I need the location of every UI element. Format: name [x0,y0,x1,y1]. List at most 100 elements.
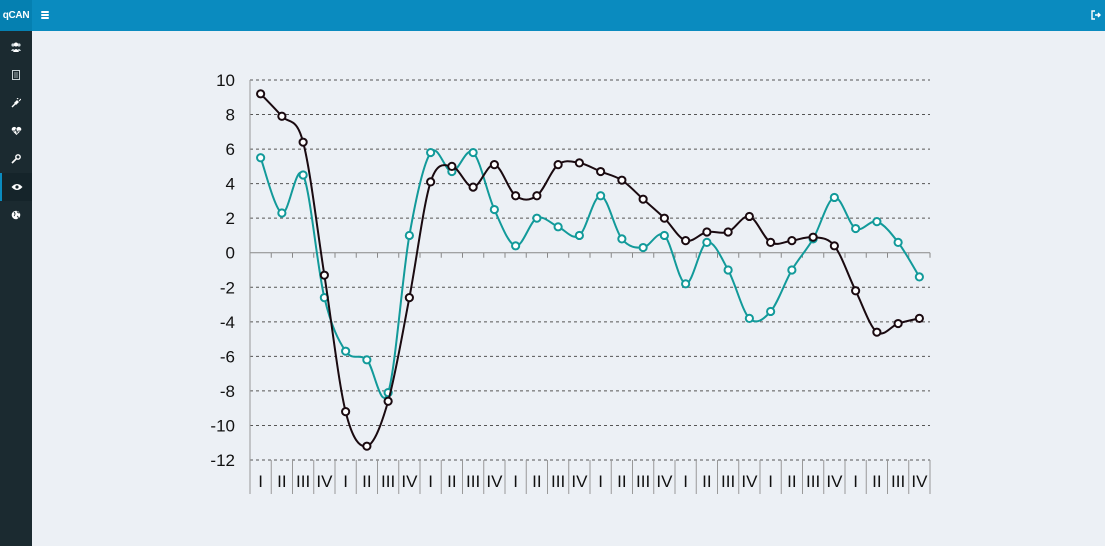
globe-icon [11,210,21,220]
data-point-0 [617,175,627,185]
x-tick-label: I [343,472,348,491]
document-icon [12,70,20,80]
app-logo[interactable]: qCAN [0,0,32,31]
sidebar-item-eye[interactable] [0,173,32,201]
data-point-0 [659,213,669,223]
data-point-1 [341,346,351,356]
y-tick-label: -12 [210,451,235,470]
y-tick-label: 6 [226,140,235,159]
x-tick-label: I [683,472,688,491]
data-point-1 [851,223,861,234]
top-navbar: qCAN [0,0,1105,31]
x-tick-label: I [598,472,603,491]
data-point-0 [426,177,436,187]
data-point-0 [404,293,414,303]
data-point-0 [362,441,372,451]
data-point-0 [468,182,478,192]
plug-icon [11,98,21,108]
data-point-1 [638,242,648,253]
data-point-0 [893,318,903,329]
data-point-0 [532,191,542,201]
x-tick-label: II [277,472,286,491]
data-point-0 [723,227,733,237]
data-point-0 [489,160,499,170]
sidebar-item-document[interactable] [0,61,32,89]
data-point-0 [341,407,351,417]
series-line-1 [259,149,921,399]
x-tick-label: I [513,472,518,491]
data-point-0 [447,161,457,171]
x-tick-label: IV [656,472,673,491]
sidebar-item-heartbeat[interactable] [0,117,32,145]
x-tick-label: II [872,472,881,491]
sidebar-item-plug[interactable] [0,89,32,117]
hamburger-icon[interactable] [39,9,53,21]
sidebar-item-users[interactable] [0,33,32,61]
data-point-1 [872,217,882,227]
x-tick-label: III [891,472,905,491]
sidebar-item-wrench[interactable] [0,145,32,173]
x-tick-label: IV [741,472,758,491]
x-tick-label: IV [401,472,418,491]
data-point-1 [787,265,797,275]
x-tick-label: II [447,472,456,491]
x-tick-label: II [532,472,541,491]
y-tick-label: 0 [226,244,235,263]
data-point-0 [787,236,797,246]
x-tick-label: I [428,472,433,491]
x-tick-label: II [617,472,626,491]
data-point-0 [256,89,266,99]
data-point-1 [893,237,903,247]
x-tick-label: III [381,472,395,491]
data-point-0 [702,227,712,237]
data-point-0 [511,191,521,201]
data-point-1 [702,237,712,247]
sidebar-item-globe[interactable] [0,201,32,229]
y-tick-label: -4 [220,313,235,332]
data-point-1 [553,222,563,232]
y-tick-label: 2 [226,209,235,228]
x-tick-label: IV [571,472,588,491]
data-point-1 [744,313,754,323]
data-point-0 [298,137,308,147]
data-point-0 [914,313,924,323]
y-tick-label: -2 [220,278,235,297]
sign-out-icon[interactable] [1089,8,1103,22]
x-tick-label: III [806,472,820,491]
y-tick-label: -8 [220,382,235,401]
data-point-1 [277,208,287,218]
data-point-1 [659,230,669,241]
data-point-1 [489,204,499,215]
y-tick-label: -10 [210,416,235,435]
sidebar [0,31,32,546]
y-tick-label: 4 [226,175,235,194]
x-tick-label: IV [486,472,503,491]
data-point-0 [553,160,563,170]
eye-icon [11,184,23,190]
data-point-1 [723,265,733,275]
data-point-0 [596,166,606,177]
data-point-1 [256,153,266,163]
data-point-1 [362,355,372,365]
x-tick-label: III [636,472,650,491]
data-point-1 [681,279,691,289]
data-point-1 [298,170,308,180]
data-point-1 [574,230,584,241]
data-point-0 [851,286,861,296]
data-point-0 [829,241,839,251]
y-tick-label: 10 [216,71,235,90]
x-tick-label: III [296,472,310,491]
data-point-0 [319,270,329,280]
data-point-0 [808,232,818,242]
data-point-1 [468,147,478,158]
x-tick-label: II [702,472,711,491]
x-tick-label: III [466,472,480,491]
wrench-icon [11,154,21,164]
data-point-0 [638,194,648,204]
users-icon [11,42,21,52]
x-tick-label: III [551,472,565,491]
x-tick-label: I [768,472,773,491]
data-point-0 [766,237,776,247]
data-point-1 [404,230,414,241]
